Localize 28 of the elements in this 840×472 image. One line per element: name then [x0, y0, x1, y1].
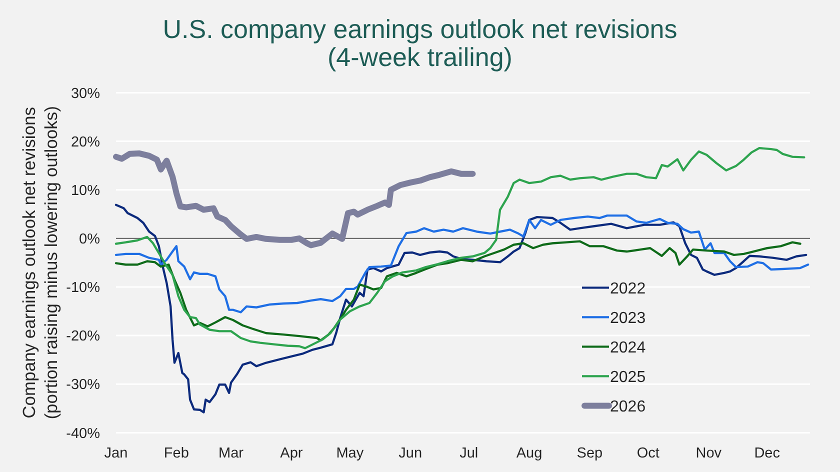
x-tick-label: May [336, 446, 364, 462]
y-tick-label: 10% [70, 182, 100, 199]
legend-label: 2026 [610, 398, 646, 416]
x-tick-label: Sep [576, 446, 603, 462]
chart-title: U.S. company earnings outlook net revisions (4-week trailing) [162, 14, 678, 72]
x-tick-label: Feb [164, 446, 189, 462]
y-tick-label: -40% [66, 426, 100, 442]
x-tick-label: Dec [754, 446, 780, 462]
y-axis-title: Company earnings outlook net revisions (portion raising minus lowering outlooks) [19, 106, 61, 420]
x-tick-label: Jan [104, 446, 128, 462]
legend-label: 2024 [610, 339, 646, 356]
legend-label: 2022 [610, 280, 646, 298]
legend-label: 2023 [610, 310, 646, 327]
x-tick-label: Oct [636, 446, 660, 462]
line-series [114, 204, 808, 414]
x-tick-label: Jul [460, 446, 478, 462]
legend-label: 2025 [610, 368, 646, 386]
y-tick-label: -30% [66, 377, 100, 394]
x-tick-label: Nov [696, 446, 722, 462]
y-tick-label: -20% [66, 328, 100, 345]
x-tick-label: Apr [280, 446, 303, 462]
x-tick-label: Aug [516, 446, 542, 462]
x-tick-label: Mar [218, 446, 244, 462]
y-tick-label: -10% [66, 280, 100, 296]
y-tick-label: 30% [70, 86, 100, 102]
y-tick-label: 20% [70, 134, 100, 150]
y-tick-label: 0% [79, 231, 100, 248]
x-tick-label: Jun [398, 446, 422, 462]
